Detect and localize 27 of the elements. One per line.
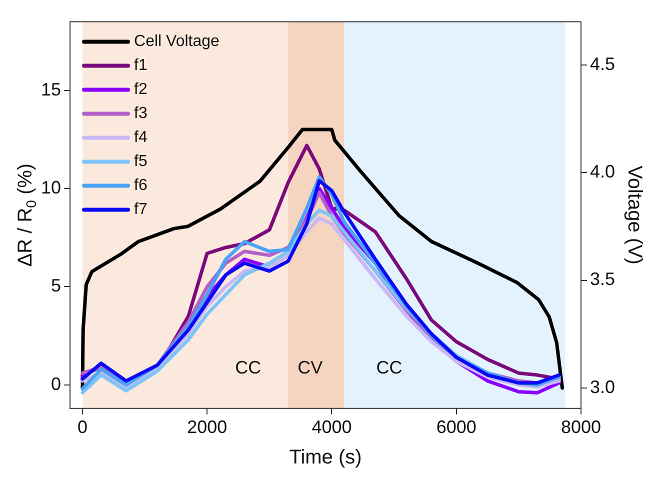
x-tick-label: 0: [77, 417, 88, 438]
legend-label: f1: [134, 57, 148, 74]
x-axis-title: Time (s): [289, 446, 362, 469]
legend-label: f5: [134, 153, 148, 170]
x-tick-label: 8000: [560, 417, 601, 438]
band-label: CC: [376, 357, 402, 378]
y2-tick-label: 4.0: [590, 162, 616, 182]
y2-tick-label: 4.5: [590, 54, 616, 74]
legend-label: f7: [134, 201, 148, 218]
y-tick-label: 5: [51, 276, 62, 296]
legend-label: f4: [134, 129, 148, 146]
y2-tick-label: 3.5: [590, 269, 616, 290]
x-tick-label: 6000: [436, 417, 476, 438]
legend-label: f6: [134, 177, 148, 194]
legend-label: f3: [134, 105, 148, 122]
y-tick-label: 0: [51, 374, 62, 394]
band-label: CC: [235, 357, 262, 378]
y-tick-label: 15: [40, 79, 62, 100]
y-axis-title: ΔR / R0 (%): [14, 163, 39, 267]
legend-label: f2: [134, 81, 148, 98]
y2-tick-label: 3.0: [590, 376, 616, 397]
band-label: CV: [298, 357, 323, 378]
x-tick-label: 4000: [312, 417, 352, 438]
y-tick-label: 10: [40, 178, 62, 198]
legend-label: Cell Voltage: [134, 33, 220, 50]
x-tick-label: 2000: [187, 417, 228, 438]
y2-axis-title: Voltage (V): [623, 166, 646, 265]
